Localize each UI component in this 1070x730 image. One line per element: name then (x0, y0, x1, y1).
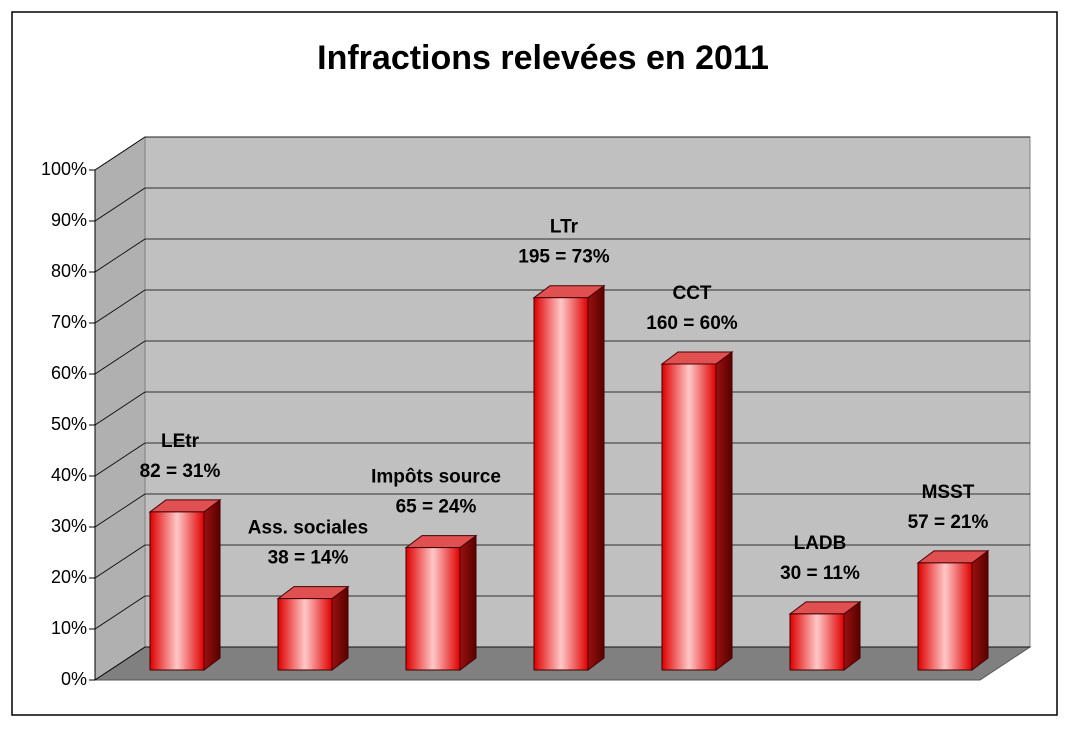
y-tick-label: 60% (51, 363, 87, 383)
grid-line (94, 544, 146, 579)
y-tick-label: 40% (51, 465, 87, 485)
bar (533, 297, 589, 671)
grid-line (94, 391, 146, 426)
y-tick-label: 10% (51, 618, 87, 638)
y-tick-label: 0% (61, 669, 87, 689)
grid-line (94, 493, 146, 528)
value-label: 38 = 14% (268, 548, 349, 569)
y-tick-label: 30% (51, 516, 87, 536)
category-label: LADB (794, 533, 847, 554)
bar-side (331, 585, 349, 671)
grid-line (94, 595, 146, 630)
grid-line (94, 238, 146, 273)
bar-side (715, 351, 733, 671)
bar (661, 363, 717, 671)
category-label: MSST (922, 482, 975, 503)
grid-line (94, 646, 146, 681)
bar (149, 511, 205, 671)
grid-line (94, 340, 146, 375)
bar (789, 613, 845, 671)
bar-side (587, 284, 605, 671)
grid-line (94, 442, 146, 477)
category-label: CCT (672, 283, 711, 304)
bar (277, 598, 333, 671)
bar-side (971, 549, 989, 671)
category-label: LTr (550, 217, 579, 238)
value-label: 195 = 73% (518, 247, 609, 268)
y-tick-label: 90% (51, 210, 87, 230)
category-label: Ass. sociales (248, 518, 368, 539)
grid-line (94, 187, 146, 222)
y-tick-label: 100% (41, 159, 87, 179)
y-tick-label: 20% (51, 567, 87, 587)
bar-side (459, 534, 477, 671)
value-label: 65 = 24% (396, 497, 477, 518)
category-label: Impôts source (371, 467, 501, 488)
value-label: 30 = 11% (780, 563, 860, 584)
y-tick-label: 70% (51, 312, 87, 332)
grid-line (94, 289, 146, 324)
category-label: LEtr (161, 431, 200, 452)
bar-side (203, 498, 221, 671)
value-label: 82 = 31% (140, 461, 221, 482)
chart-title: Infractions relevées en 2011 (317, 39, 769, 77)
plot: 0% 10% 20% 30% 40% 50% 60% 70% 80% 90% 100% LEtr 82 … (41, 136, 1030, 689)
value-label: 160 = 60% (646, 313, 737, 334)
value-label: 57 = 21% (908, 512, 989, 533)
bar (917, 562, 973, 671)
y-tick-label: 80% (51, 261, 87, 281)
bar (405, 547, 461, 671)
y-tick-label: 50% (51, 414, 87, 434)
grid-line (94, 136, 146, 171)
